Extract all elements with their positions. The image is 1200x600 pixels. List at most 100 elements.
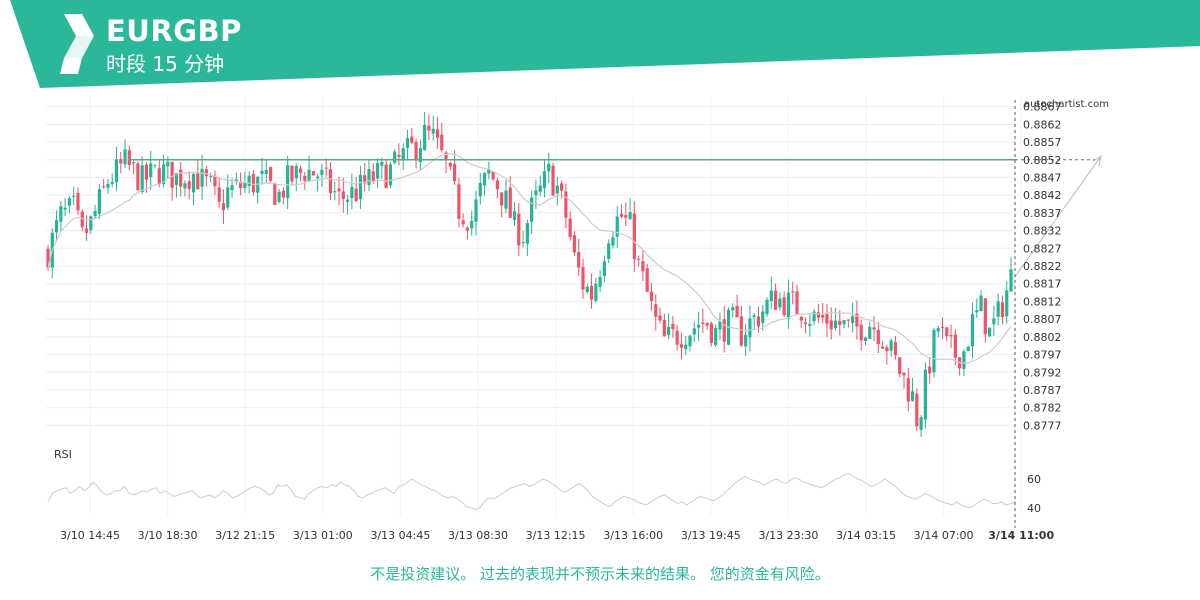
candle — [470, 220, 474, 229]
candle — [1000, 302, 1005, 317]
candle — [675, 330, 679, 345]
candle — [966, 346, 970, 352]
candle — [1009, 269, 1013, 292]
y-tick-label: 0.8842 — [1023, 189, 1062, 202]
candle — [153, 164, 157, 166]
candle — [821, 314, 825, 318]
rsi-line — [47, 472, 1016, 510]
candle — [988, 327, 992, 337]
candle — [859, 324, 863, 341]
candle — [910, 391, 915, 401]
candle — [915, 393, 919, 427]
candle — [114, 159, 119, 183]
candle — [341, 191, 345, 199]
candle — [645, 268, 649, 292]
candle — [435, 129, 440, 138]
x-tick-label: 3/13 04:45 — [370, 529, 430, 542]
candle — [183, 183, 187, 189]
candle — [701, 322, 705, 324]
x-tick-label: 3/14 11:00 — [988, 529, 1054, 542]
symbol-title: EURGBP — [106, 14, 242, 48]
candle — [765, 299, 769, 315]
candle — [427, 125, 431, 131]
candle — [461, 220, 465, 225]
candle — [889, 340, 893, 351]
candle — [286, 165, 290, 199]
candle — [243, 182, 247, 188]
candle — [1005, 290, 1009, 317]
period-subtitle: 时段 15 分钟 — [106, 52, 225, 76]
watermark: autochartist.com — [1024, 99, 1109, 110]
candle — [928, 366, 932, 374]
candle — [688, 335, 692, 347]
candle — [851, 316, 855, 324]
candle — [187, 181, 191, 190]
rsi-label: RSI — [54, 448, 72, 461]
candle — [778, 298, 782, 308]
candle — [838, 320, 842, 326]
candle — [598, 277, 602, 287]
candle — [196, 172, 200, 190]
candle — [885, 347, 889, 352]
candle — [495, 180, 499, 190]
candle — [735, 305, 739, 318]
candle — [448, 162, 452, 167]
candle — [491, 171, 495, 180]
axes: 0.8867 0.8862 0.8857 0.8852 0.8847 0.8842 0.88… — [60, 100, 1062, 542]
candle — [264, 169, 268, 175]
y-tick-label: 0.8847 — [1023, 171, 1062, 184]
candle — [500, 192, 504, 206]
candle — [418, 148, 422, 163]
candle — [774, 290, 778, 310]
candle — [551, 165, 555, 196]
y-tick-label: 0.8832 — [1023, 225, 1062, 238]
candle — [692, 328, 696, 335]
y-tick-label: 0.8852 — [1023, 154, 1062, 167]
y-tick-label: 0.8782 — [1023, 402, 1062, 415]
candle — [979, 295, 983, 312]
candle — [328, 169, 333, 193]
candle — [508, 187, 512, 218]
candle — [311, 171, 315, 176]
candle — [221, 203, 226, 211]
candle — [542, 171, 547, 188]
candle — [388, 164, 392, 186]
candle — [230, 185, 234, 190]
candle — [380, 161, 384, 166]
candle — [256, 176, 260, 193]
candle — [816, 312, 820, 318]
candle — [239, 181, 243, 189]
candle — [363, 175, 367, 184]
candle — [649, 291, 654, 302]
candle — [863, 337, 868, 342]
candle — [354, 188, 358, 201]
candle — [992, 318, 996, 325]
candle — [191, 173, 196, 193]
candle — [538, 185, 542, 192]
candle — [714, 327, 718, 345]
candle — [444, 152, 448, 160]
candle — [290, 165, 294, 182]
candle — [247, 175, 251, 186]
candle — [320, 169, 324, 175]
candle — [72, 195, 76, 197]
x-tick-label: 3/13 12:15 — [526, 529, 586, 542]
candle — [654, 304, 658, 317]
candle — [833, 320, 838, 329]
candle — [80, 211, 84, 227]
candle — [791, 291, 795, 293]
candle — [936, 327, 940, 332]
candle — [607, 243, 611, 259]
forecast-arrowhead — [1092, 155, 1102, 167]
candle — [303, 175, 307, 181]
candle — [97, 189, 101, 215]
candle — [906, 378, 910, 402]
candle — [808, 323, 812, 326]
candle — [919, 417, 923, 430]
candle — [358, 174, 363, 199]
candle — [46, 248, 50, 268]
candle — [932, 329, 936, 373]
candle — [405, 138, 410, 148]
candle — [251, 174, 256, 193]
candle — [667, 327, 671, 336]
